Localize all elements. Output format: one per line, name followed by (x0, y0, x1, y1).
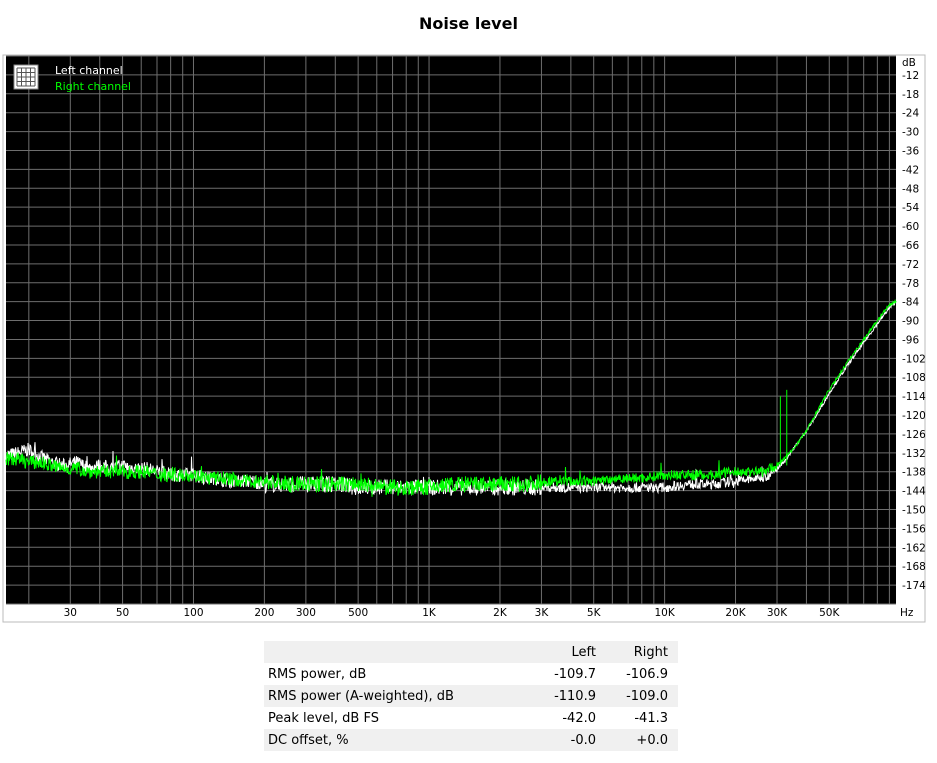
y-tick-label: -120 (902, 410, 926, 422)
y-tick-label: -102 (902, 353, 926, 365)
y-tick-label: -30 (902, 127, 919, 139)
table-row: DC offset, % -0.0 +0.0 (264, 729, 678, 751)
y-tick-label: -12 (902, 70, 919, 82)
y-tick-label: -72 (902, 259, 919, 271)
y-tick-label: -114 (902, 391, 926, 403)
results-body: Left Right RMS power, dB -109.7 -106.9 R… (264, 641, 678, 751)
row-right-value: -109.0 (606, 685, 678, 707)
y-tick-label: -36 (902, 145, 919, 157)
table-row: Peak level, dB FS -42.0 -41.3 (264, 707, 678, 729)
y-tick-label: -18 (902, 89, 919, 101)
x-tick-label: 30K (767, 607, 788, 619)
x-tick-label: 5K (587, 607, 602, 619)
y-tick-label: -108 (902, 372, 926, 384)
y-tick-label: -174 (902, 580, 926, 592)
table-row: RMS power (A-weighted), dB -110.9 -109.0 (264, 685, 678, 707)
y-tick-label: -132 (902, 448, 926, 460)
x-tick-label: 300 (296, 607, 316, 619)
x-tick-label: 2K (493, 607, 508, 619)
plot-area (6, 56, 896, 604)
y-axis-unit: dB (902, 57, 916, 69)
series-layer (5, 298, 897, 497)
x-axis-unit: Hz (900, 607, 914, 619)
y-tick-label: -78 (902, 278, 919, 290)
x-tick-label: 1K (422, 607, 437, 619)
y-tick-label: -90 (902, 316, 919, 328)
y-tick-label: -96 (902, 334, 919, 346)
row-left-value: -0.0 (534, 729, 606, 751)
x-axis-ticks: 30 50 100 200 300 500 1K 2K 3K 5K 10K 20K 30K 50K (64, 607, 841, 619)
y-tick-label: -150 (902, 505, 926, 517)
x-tick-label: 50 (116, 607, 129, 619)
x-tick-label: 20K (725, 607, 746, 619)
y-tick-label: -162 (902, 542, 926, 554)
y-tick-label: -156 (902, 523, 926, 535)
table-row: RMS power, dB -109.7 -106.9 (264, 663, 678, 685)
row-label: RMS power (A-weighted), dB (264, 685, 534, 707)
y-tick-label: -138 (902, 467, 926, 479)
x-tick-label: 3K (535, 607, 550, 619)
x-tick-label: 500 (348, 607, 368, 619)
header-cell-label (264, 641, 534, 663)
y-axis-ticks: -12 -18 -24 -30 -36 -42 -48 -54 -60 -66 -72 -78 -84 -… (902, 70, 926, 592)
x-tick-label: 50K (819, 607, 840, 619)
y-tick-label: -54 (902, 202, 919, 214)
header-cell-right: Right (606, 641, 678, 663)
noise-level-chart: Left channel Right channel 30 50 100 200 300… (2, 54, 926, 623)
chart-title: Noise level (419, 14, 518, 33)
grid-lines (6, 55, 896, 605)
row-label: DC offset, % (264, 729, 534, 751)
row-label: Peak level, dB FS (264, 707, 534, 729)
row-left-value: -42.0 (534, 707, 606, 729)
y-tick-label: -60 (902, 221, 919, 233)
legend: Left channel Right channel (13, 64, 131, 93)
y-tick-label: -84 (902, 297, 919, 309)
y-tick-label: -66 (902, 240, 919, 252)
row-right-value: +0.0 (606, 729, 678, 751)
y-tick-label: -24 (902, 108, 919, 120)
row-right-value: -41.3 (606, 707, 678, 729)
y-tick-label: -42 (902, 164, 919, 176)
x-tick-label: 100 (183, 607, 203, 619)
legend-right-channel: Right channel (55, 80, 131, 93)
row-right-value: -106.9 (606, 663, 678, 685)
row-left-value: -110.9 (534, 685, 606, 707)
row-left-value: -109.7 (534, 663, 606, 685)
x-tick-label: 30 (64, 607, 77, 619)
series-line-right (5, 298, 897, 497)
y-tick-label: -168 (902, 561, 926, 573)
y-tick-label: -48 (902, 183, 919, 195)
legend-left-channel: Left channel (55, 64, 123, 77)
header-cell-left: Left (534, 641, 606, 663)
row-label: RMS power, dB (264, 663, 534, 685)
y-tick-label: -144 (902, 486, 926, 498)
table-header-row: Left Right (264, 641, 678, 663)
x-tick-label: 10K (654, 607, 675, 619)
results-table: Left Right RMS power, dB -109.7 -106.9 R… (264, 641, 678, 751)
x-tick-label: 200 (254, 607, 274, 619)
grid-icon (16, 67, 36, 87)
y-tick-label: -126 (902, 429, 926, 441)
